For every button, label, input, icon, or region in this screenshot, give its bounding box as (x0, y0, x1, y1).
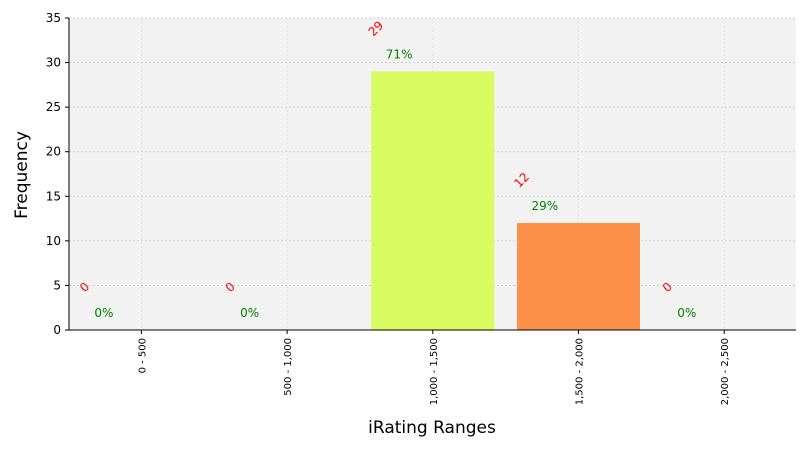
x-tick-label: 500 - 1,000 (283, 338, 294, 396)
y-tick-label: 10 (46, 234, 61, 248)
y-tick-label: 5 (53, 278, 61, 292)
percent-label: 71% (386, 47, 413, 61)
bars (371, 71, 640, 330)
percent-label: 0% (677, 306, 696, 320)
percent-label: 0% (240, 306, 259, 320)
percent-label: 29% (532, 199, 559, 213)
x-axis-title: iRating Ranges (368, 418, 496, 438)
x-axis-ticks: 0 - 500 500 - 1,000 1,000 - 1,500 1,500 - 2… (137, 330, 731, 405)
y-axis-title: Frequency (12, 131, 32, 219)
bar (371, 71, 495, 330)
y-tick-label: 25 (46, 100, 61, 114)
y-axis-ticks: 0 5 10 15 20 25 30 35 (46, 11, 69, 337)
y-tick-label: 0 (53, 323, 61, 337)
bar (517, 223, 640, 330)
x-tick-label: 2,000 - 2,500 (720, 338, 731, 405)
y-tick-label: 20 (46, 145, 61, 159)
y-tick-label: 35 (46, 11, 61, 25)
x-tick-label: 1,500 - 2,000 (575, 338, 586, 405)
y-tick-label: 30 (46, 56, 61, 70)
x-tick-label: 0 - 500 (137, 338, 148, 373)
percent-label: 0% (94, 306, 113, 320)
x-tick-label: 1,000 - 1,500 (429, 338, 440, 405)
y-tick-label: 15 (46, 189, 61, 203)
